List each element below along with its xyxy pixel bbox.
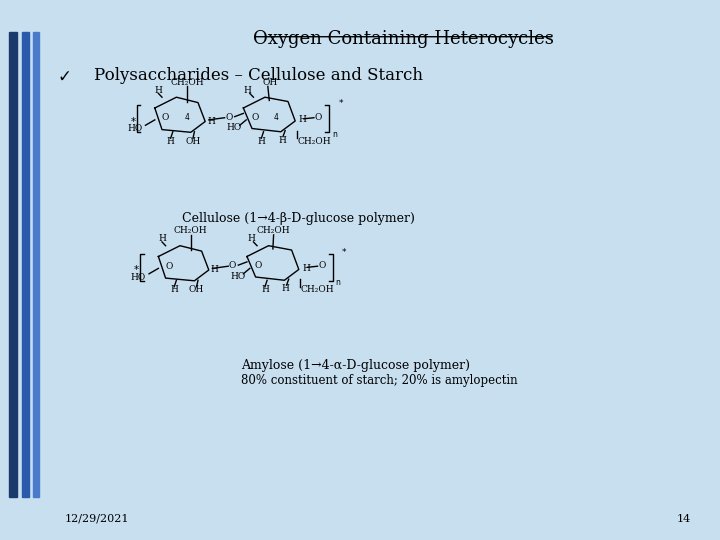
Text: O: O bbox=[225, 113, 233, 122]
Bar bbox=[9, 32, 17, 497]
Text: O: O bbox=[255, 261, 262, 270]
Text: HO: HO bbox=[131, 273, 146, 281]
Text: H: H bbox=[167, 137, 174, 146]
Text: HO: HO bbox=[230, 272, 246, 281]
Text: H: H bbox=[261, 286, 269, 294]
Text: O: O bbox=[166, 262, 173, 271]
Text: H: H bbox=[299, 116, 306, 124]
Text: HO: HO bbox=[227, 124, 242, 132]
Text: H: H bbox=[258, 137, 265, 146]
Text: CH₂OH: CH₂OH bbox=[171, 78, 204, 86]
Text: 14: 14 bbox=[677, 514, 691, 524]
Text: Cellulose (1→4-β-D-glucose polymer): Cellulose (1→4-β-D-glucose polymer) bbox=[182, 212, 415, 225]
Text: Oxygen Containing Heterocycles: Oxygen Containing Heterocycles bbox=[253, 30, 554, 48]
Text: *: * bbox=[338, 99, 343, 108]
Bar bbox=[33, 32, 39, 497]
Text: H: H bbox=[279, 136, 286, 145]
Text: *: * bbox=[342, 248, 346, 256]
Text: H: H bbox=[158, 234, 166, 243]
Text: HO: HO bbox=[127, 124, 143, 133]
Text: O: O bbox=[315, 113, 322, 122]
Text: H: H bbox=[207, 117, 215, 126]
Text: 80% constituent of starch; 20% is amylopectin: 80% constituent of starch; 20% is amylop… bbox=[241, 374, 518, 387]
Text: Amylose (1→4-α-D-glucose polymer): Amylose (1→4-α-D-glucose polymer) bbox=[241, 359, 470, 372]
Text: O: O bbox=[251, 113, 258, 122]
Text: CH₂OH: CH₂OH bbox=[174, 226, 207, 235]
Text: H: H bbox=[211, 266, 218, 274]
Text: O: O bbox=[229, 261, 236, 270]
Text: H: H bbox=[171, 286, 178, 294]
Text: H: H bbox=[155, 86, 162, 94]
Text: H: H bbox=[302, 264, 310, 273]
Text: OH: OH bbox=[185, 137, 201, 146]
Text: ✓: ✓ bbox=[58, 68, 72, 85]
Text: *: * bbox=[130, 117, 136, 126]
Text: *: * bbox=[134, 265, 140, 275]
Text: O: O bbox=[162, 113, 169, 122]
Text: H: H bbox=[248, 234, 255, 243]
Text: CH₂OH: CH₂OH bbox=[257, 226, 290, 235]
Text: n: n bbox=[336, 279, 341, 287]
Text: n: n bbox=[332, 130, 337, 139]
Text: CH₂OH: CH₂OH bbox=[301, 286, 335, 294]
Text: 12/29/2021: 12/29/2021 bbox=[65, 514, 130, 524]
Text: H: H bbox=[244, 86, 251, 94]
Text: O: O bbox=[318, 261, 325, 270]
Text: H: H bbox=[282, 285, 289, 293]
Text: Polysaccharides – Cellulose and Starch: Polysaccharides – Cellulose and Starch bbox=[94, 68, 423, 84]
Text: OH: OH bbox=[189, 286, 204, 294]
Text: CH₂OH: CH₂OH bbox=[297, 137, 331, 146]
Text: 4: 4 bbox=[274, 113, 278, 122]
Text: 4: 4 bbox=[185, 113, 189, 122]
Bar bbox=[22, 32, 29, 497]
Text: OH: OH bbox=[262, 78, 278, 86]
